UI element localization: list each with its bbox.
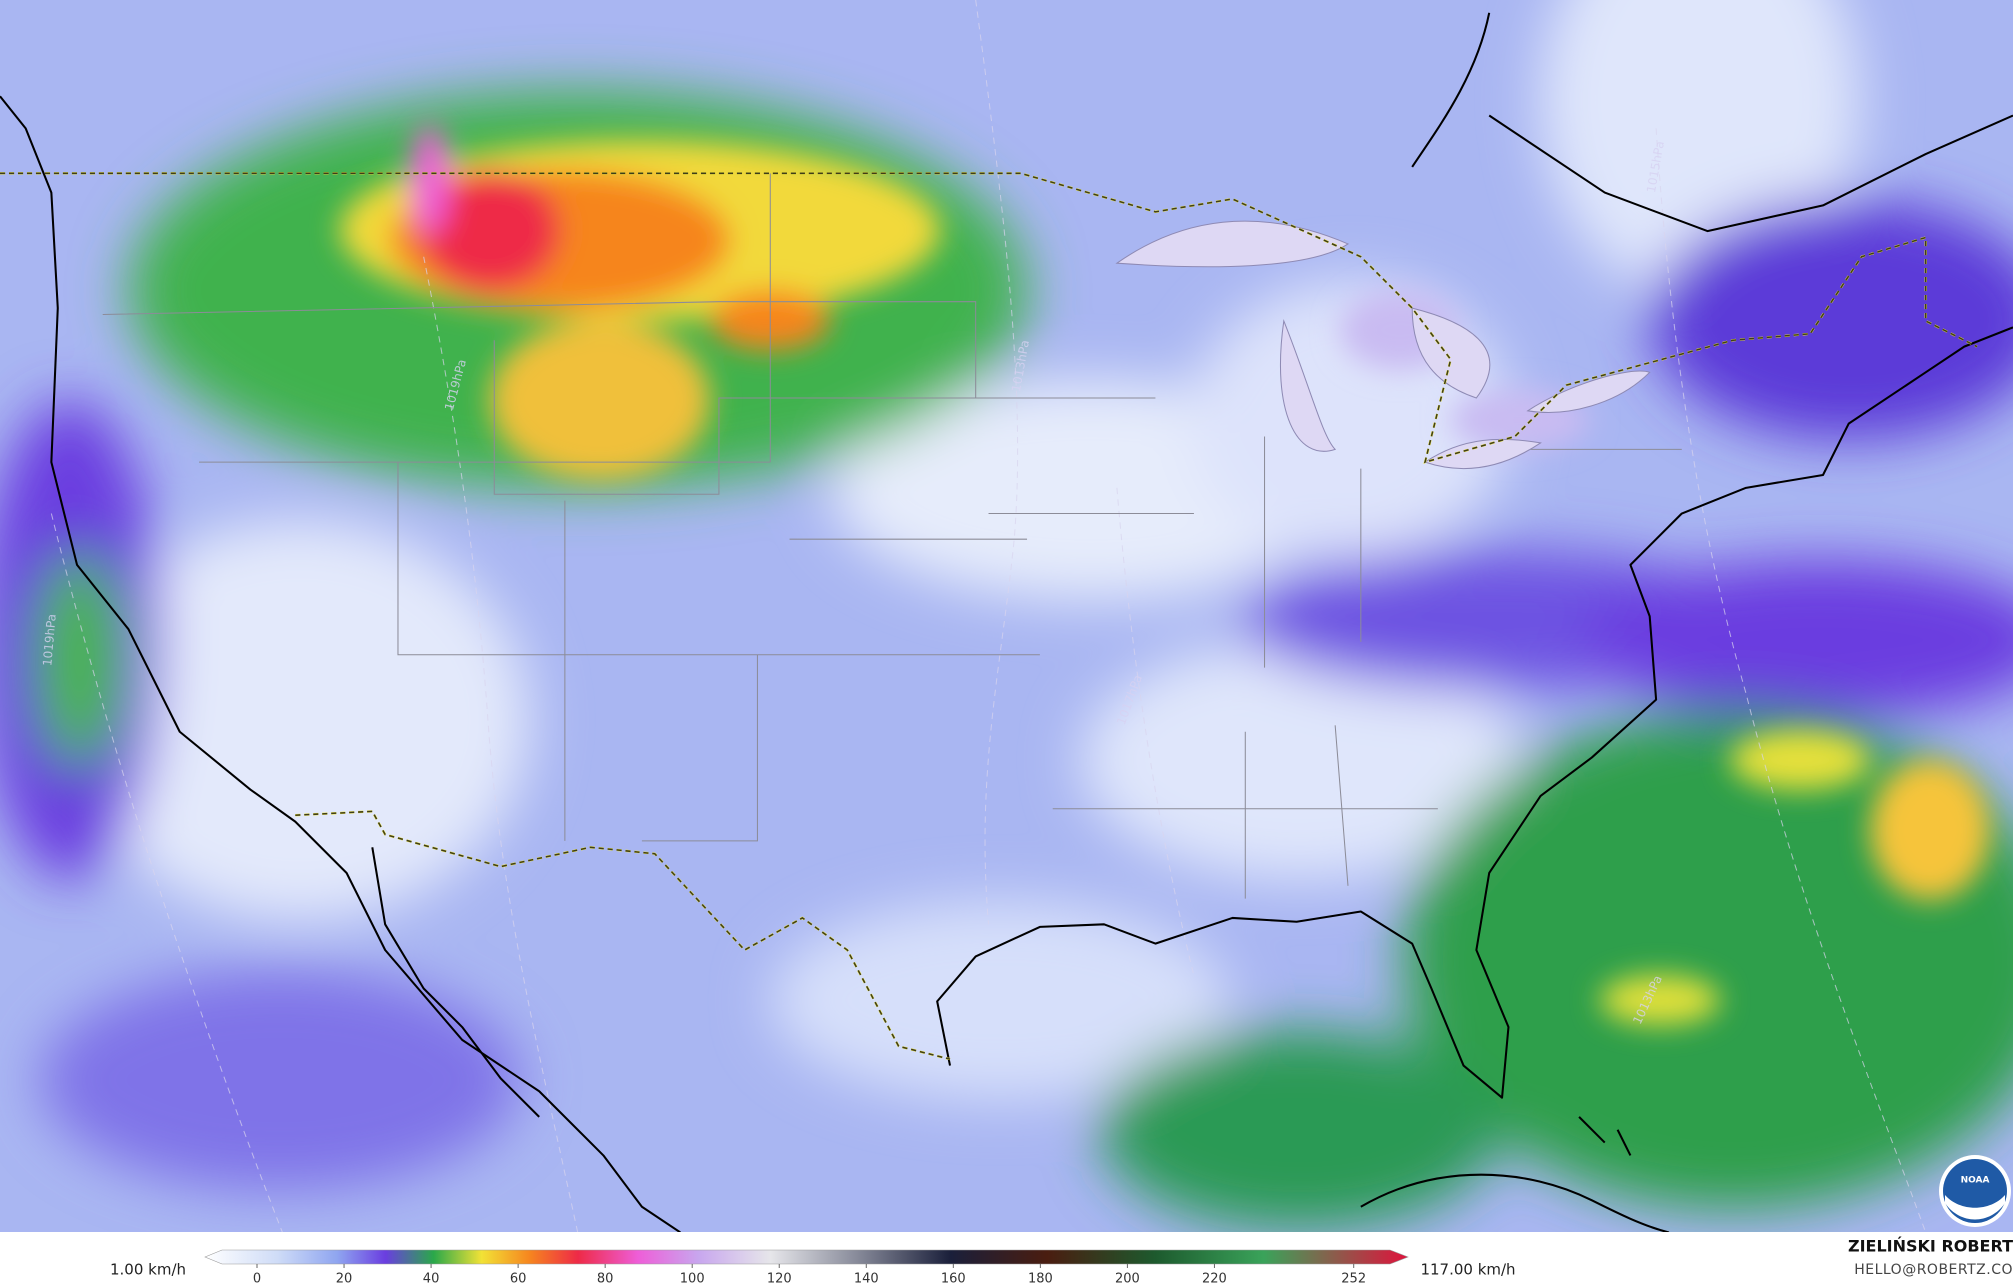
colorbar-ticks: 0 20 40 60 80 100 120 140 160 180 200 220 252 — [253, 1264, 1366, 1287]
colorbar-tick-label: 220 — [1202, 1272, 1227, 1287]
isobar-label: 1019hPa — [40, 613, 58, 666]
author: ZIELIŃSKI ROBERT — [1848, 1237, 2013, 1256]
colorbar-tick-label: 200 — [1115, 1272, 1140, 1287]
colorbar-tick-label: 20 — [336, 1272, 353, 1287]
colorbar-tick-label: 80 — [597, 1272, 614, 1287]
colorbar-tick-label: 120 — [767, 1272, 792, 1287]
colorbar-tick-label: 60 — [510, 1272, 527, 1287]
colorbar-tick-label: 252 — [1341, 1272, 1366, 1287]
colorbar-tick-label: 160 — [941, 1272, 966, 1287]
colorbar-tick-label: 180 — [1028, 1272, 1053, 1287]
geography — [0, 0, 2013, 1232]
colorbar — [204, 1249, 1409, 1265]
colorbar-tick-label: 100 — [680, 1272, 705, 1287]
wind-field: 1013hPa1019hPa1017hPa1015hPa1013hPa1019h… — [0, 0, 2013, 1232]
colorbar-max-label: 117.00 km/h — [1420, 1261, 1515, 1279]
logo-text: NOAA — [1961, 1176, 1990, 1186]
colorbar-tick-label: 0 — [253, 1272, 261, 1287]
noaa-logo: NOAA — [1939, 1155, 2011, 1227]
colorbar-min-label: 1.00 km/h — [110, 1261, 186, 1279]
colorbar-tick-label: 40 — [423, 1272, 440, 1287]
contact: HELLO@ROBERTZ.CO — [1854, 1262, 2013, 1278]
colorbar-tick-label: 140 — [854, 1272, 879, 1287]
